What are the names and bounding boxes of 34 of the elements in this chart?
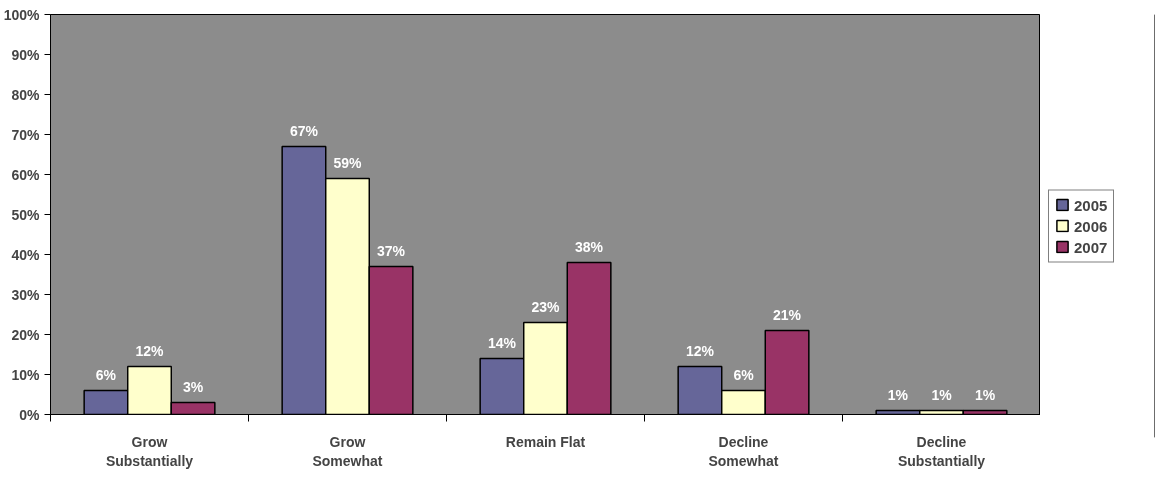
y-tick-label: 100% (3, 6, 41, 23)
x-tick-label: Decline Substantially (897, 433, 986, 469)
data-label: 6% (95, 366, 117, 383)
data-label: 12% (135, 342, 165, 359)
data-label: 3% (182, 378, 204, 395)
y-tick-label: 80% (11, 86, 41, 103)
x-tick-label: Grow Substantially (105, 433, 194, 469)
data-label: 12% (685, 342, 715, 359)
data-label: 37% (377, 242, 406, 259)
y-tick-label: 10% (11, 366, 41, 383)
y-tick-label: 40% (11, 246, 41, 263)
data-label: 6% (733, 366, 755, 383)
legend-label: 2006 (1074, 217, 1108, 234)
y-tick-label: 20% (11, 326, 41, 343)
x-tick-label: Decline Somewhat (708, 433, 779, 469)
x-tick-label: Remain Flat (505, 433, 586, 450)
x-tick-label: Grow Somewhat (312, 433, 383, 469)
data-label: 1% (974, 386, 996, 403)
y-tick-label: 90% (11, 46, 41, 63)
y-tick-label: 70% (11, 126, 41, 143)
data-label: 21% (773, 306, 802, 323)
y-tick-label: 0% (19, 406, 41, 423)
y-tick-label: 60% (11, 166, 41, 183)
legend-label: 2005 (1074, 196, 1108, 213)
y-tick-label: 30% (11, 286, 41, 303)
data-label: 59% (333, 154, 363, 171)
data-label: 1% (887, 386, 909, 403)
data-label: 1% (931, 386, 953, 403)
y-tick-label: 50% (11, 206, 41, 223)
data-label: 67% (289, 122, 319, 139)
data-label: 23% (531, 298, 561, 315)
legend-label: 2007 (1074, 238, 1108, 255)
data-label: 14% (487, 334, 517, 351)
data-label: 38% (575, 238, 604, 255)
